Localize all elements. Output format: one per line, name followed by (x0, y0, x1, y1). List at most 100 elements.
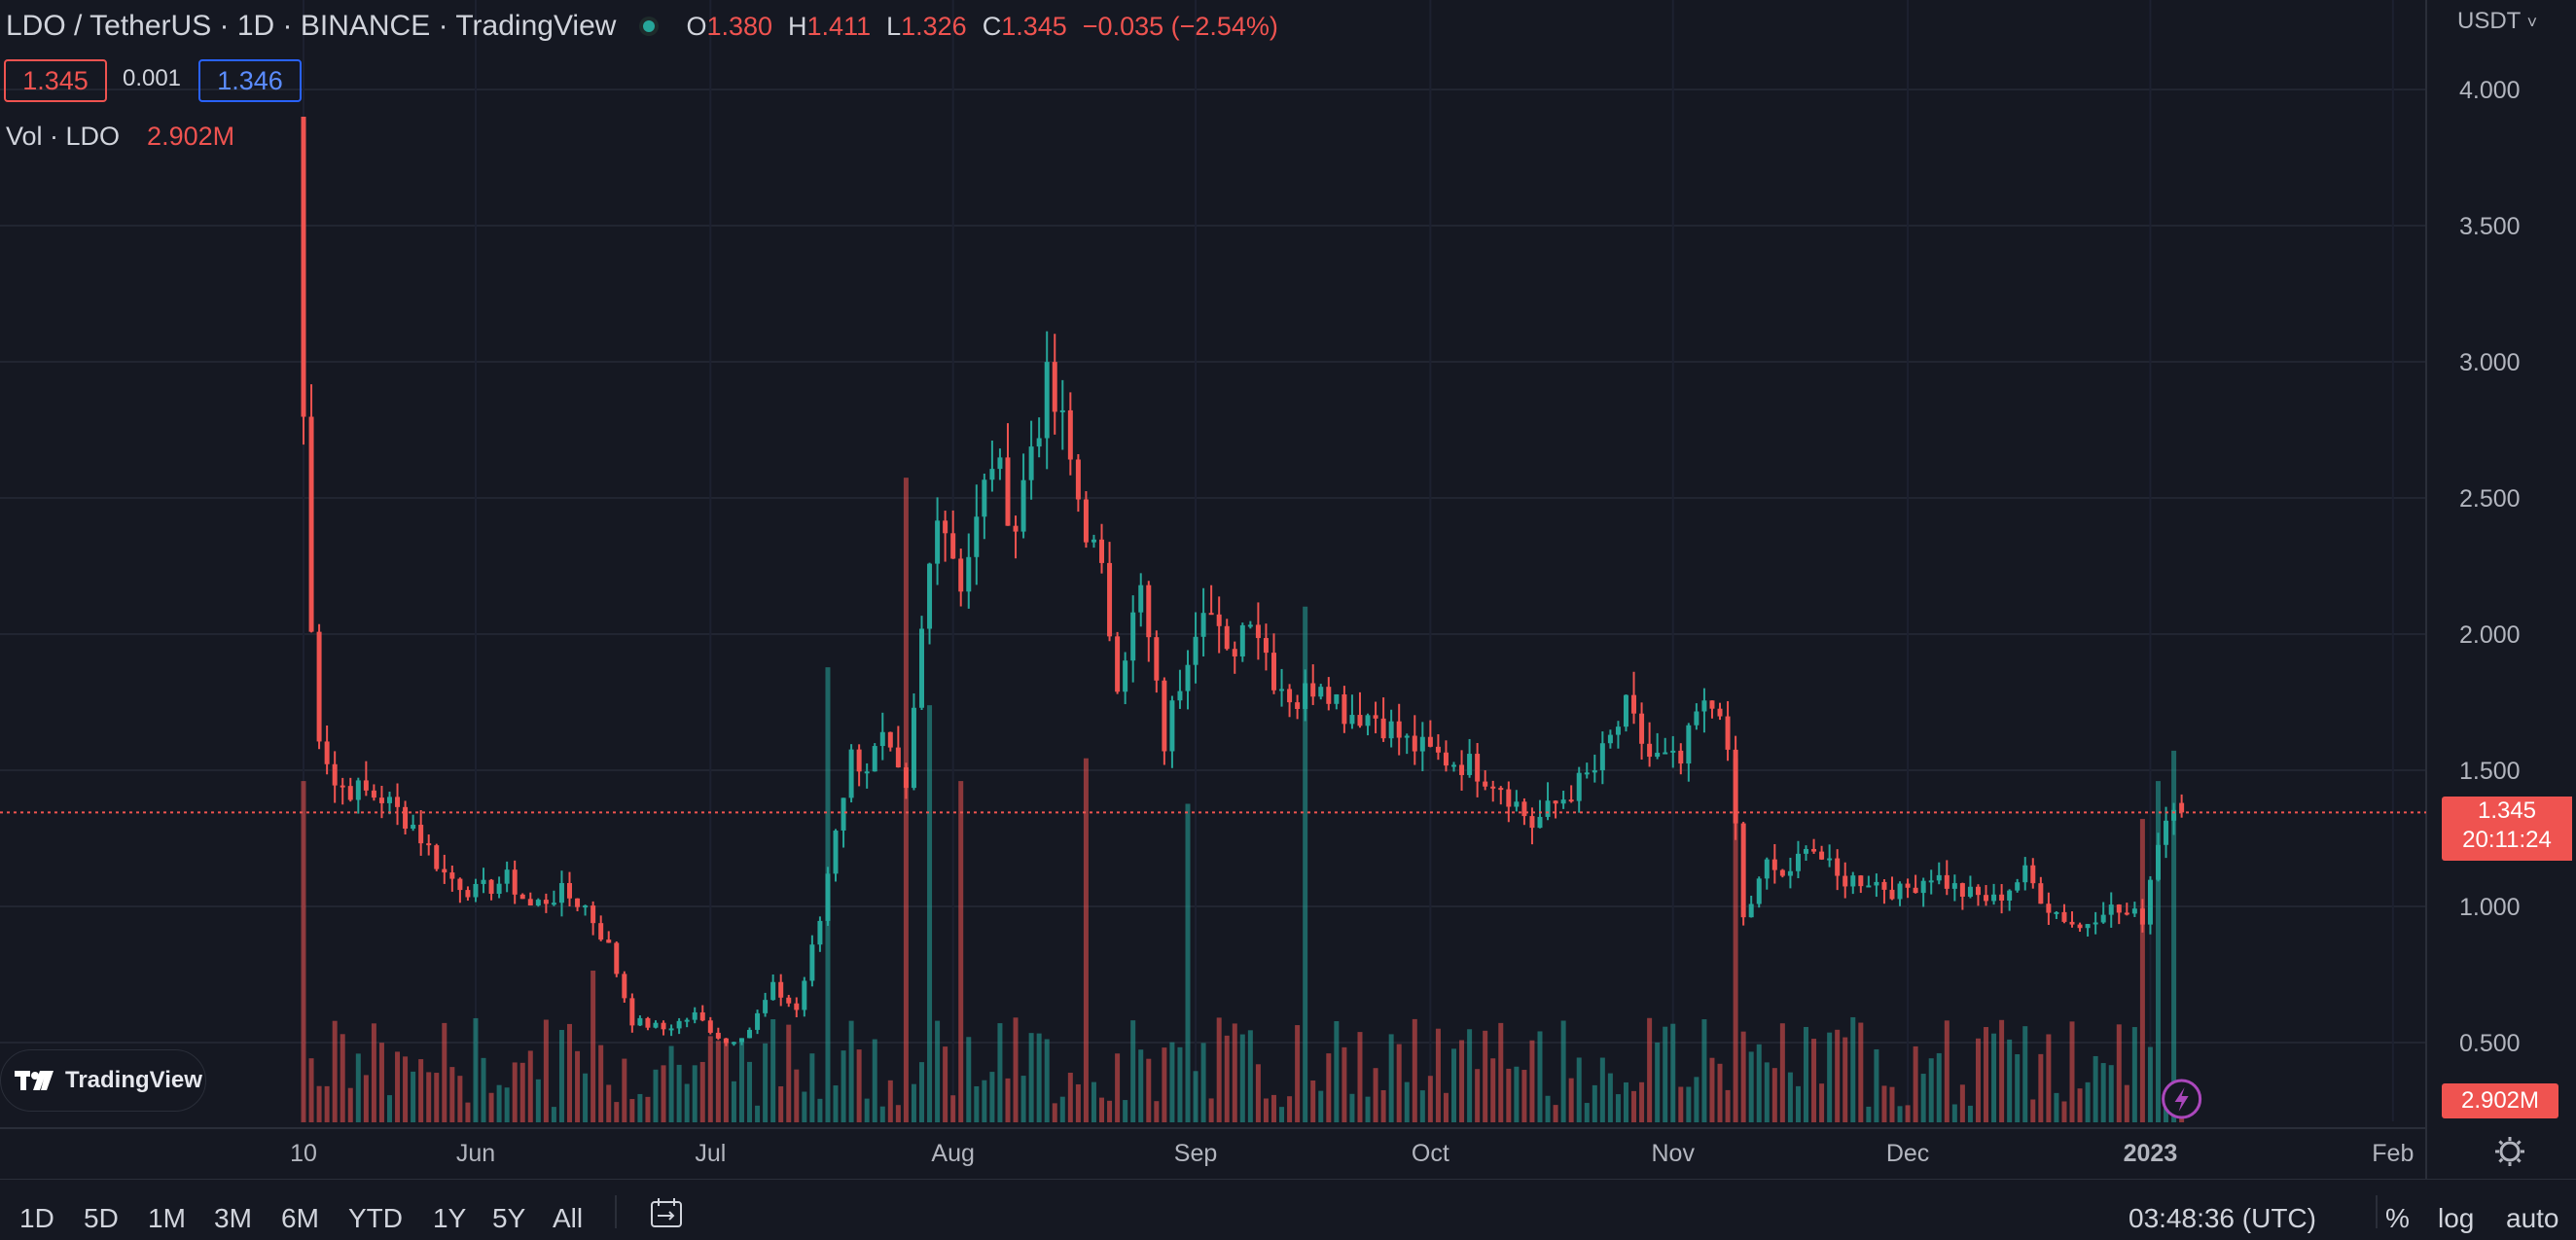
tradingview-logo[interactable]: TradingView (0, 1049, 206, 1112)
timeframe-3m[interactable]: 3M (214, 1203, 252, 1233)
volume-bar (911, 1083, 916, 1122)
time-tick-label: Dec (1886, 1140, 1929, 1167)
volume-bar (1295, 1025, 1301, 1122)
volume-bar (802, 1091, 807, 1122)
timeframe-1m[interactable]: 1M (148, 1203, 186, 1233)
candle-body (1607, 734, 1613, 744)
candle-body (809, 944, 815, 981)
price-tick-label: 4.000 (2459, 77, 2521, 104)
buy-price-button[interactable]: 1.346 (198, 59, 302, 102)
volume-bar (1177, 1046, 1183, 1122)
volume-axis-label: 2.902M (2442, 1083, 2558, 1118)
candle-body (982, 479, 987, 517)
volume-bar (1529, 1040, 1535, 1122)
timeframe-ytd[interactable]: YTD (348, 1203, 403, 1233)
volume-legend[interactable]: Vol · LDO 2.902M (6, 122, 234, 152)
timeframe-5d[interactable]: 5D (84, 1203, 119, 1233)
volume-bar (755, 1105, 761, 1122)
candle-body (1091, 539, 1096, 543)
volume-bar (1607, 1073, 1613, 1122)
volume-bar (418, 1059, 424, 1122)
volume-bar (848, 1020, 854, 1122)
volume-bar (395, 1051, 401, 1122)
volume-bar (2147, 1046, 2153, 1122)
volume-bar (833, 1085, 839, 1122)
log-toggle[interactable]: log (2438, 1203, 2475, 1233)
candle-body (974, 516, 980, 557)
date-range-icon[interactable] (650, 1197, 683, 1228)
timeframe-1d[interactable]: 1D (19, 1203, 54, 1233)
candle-body (1787, 870, 1793, 876)
candle-body (1553, 800, 1558, 804)
volume-bar (1263, 1098, 1269, 1122)
candle-body (699, 1011, 705, 1021)
candle-body (2147, 879, 2153, 925)
candle-body (598, 923, 604, 940)
price-chart[interactable]: 4.000 3.500 3.000 2.500 2.000 1.500 1.000 0.500… (0, 0, 2576, 1179)
volume-bar (1224, 1035, 1230, 1122)
volume-bar (1545, 1095, 1551, 1122)
symbol-title[interactable]: LDO / TetherUS · 1D · BINANCE · TradingV… (6, 10, 617, 42)
volume-bar (1028, 1033, 1034, 1122)
volume-bar (879, 1106, 885, 1122)
percent-toggle[interactable]: % (2385, 1203, 2410, 1233)
volume-bar (308, 1058, 314, 1122)
volume-bar (1967, 1105, 1973, 1122)
volume-bar (575, 1050, 581, 1122)
candle-body (434, 845, 440, 869)
volume-bar (1044, 1039, 1050, 1122)
candle-body (1200, 613, 1206, 637)
volume-bar (332, 1020, 338, 1122)
candle-body (488, 879, 494, 894)
utc-clock[interactable]: 03:48:36 (UTC) (2129, 1203, 2316, 1233)
candle-body (817, 920, 823, 945)
candle-body (738, 1038, 744, 1043)
auto-toggle[interactable]: auto (2506, 1203, 2559, 1233)
timeframe-6m[interactable]: 6M (281, 1203, 319, 1233)
volume-bar (1435, 1028, 1441, 1122)
volume-bar (707, 1036, 713, 1122)
volume-bar (2156, 781, 2161, 1122)
volume-bar (1843, 1037, 1848, 1122)
change-value: −0.035 (−2.54%) (1082, 11, 1278, 41)
volume-bar (1427, 1076, 1433, 1122)
volume-bar (927, 705, 933, 1122)
volume-bar (1984, 1027, 1989, 1122)
candle-body (1295, 702, 1301, 709)
sell-price-button[interactable]: 1.345 (4, 59, 107, 102)
volume-bar (1804, 1026, 1808, 1122)
candle-body (1592, 770, 1597, 773)
volume-bar (2093, 1055, 2098, 1122)
timeframe-1y[interactable]: 1Y (433, 1203, 467, 1233)
timeframe-5y[interactable]: 5Y (492, 1203, 526, 1233)
candle-body (1639, 713, 1645, 744)
candle-body (1576, 772, 1582, 801)
volume-bar (1255, 1064, 1261, 1122)
currency-selector[interactable]: USDT ˅ (2457, 8, 2537, 35)
timeframe-all[interactable]: All (553, 1203, 584, 1233)
volume-bar (504, 1087, 510, 1122)
volume-bar (1388, 1034, 1394, 1122)
time-tick-label: Aug (931, 1140, 974, 1167)
candle-body (1795, 853, 1801, 871)
open-value: 1.380 (706, 11, 773, 41)
candle-body (1467, 754, 1473, 775)
volume-bar (1991, 1033, 1997, 1122)
candle-body (2046, 903, 2052, 913)
candle-body (1357, 715, 1363, 726)
volume-bar (2108, 1065, 2114, 1122)
volume-bar (887, 1080, 893, 1122)
market-status-icon[interactable] (639, 17, 660, 36)
volume-bar (1310, 1080, 1316, 1122)
bottom-toolbar: 1D 5D 1M 3M 6M YTD 1Y 5Y All 03:48:36 (U… (0, 1179, 2576, 1240)
symbol-legend[interactable]: LDO / TetherUS · 1D · BINANCE · TradingV… (6, 10, 1278, 43)
toolbar-divider-right (2376, 1195, 2378, 1228)
candle-body (1419, 736, 1425, 752)
candle-body (1717, 708, 1723, 717)
candle-body (707, 1020, 713, 1033)
candle-body (1928, 880, 1934, 883)
candle-body (958, 558, 964, 592)
volume-bar (1279, 1107, 1285, 1122)
volume-bar (1232, 1023, 1237, 1122)
volume-bar (856, 1049, 862, 1122)
